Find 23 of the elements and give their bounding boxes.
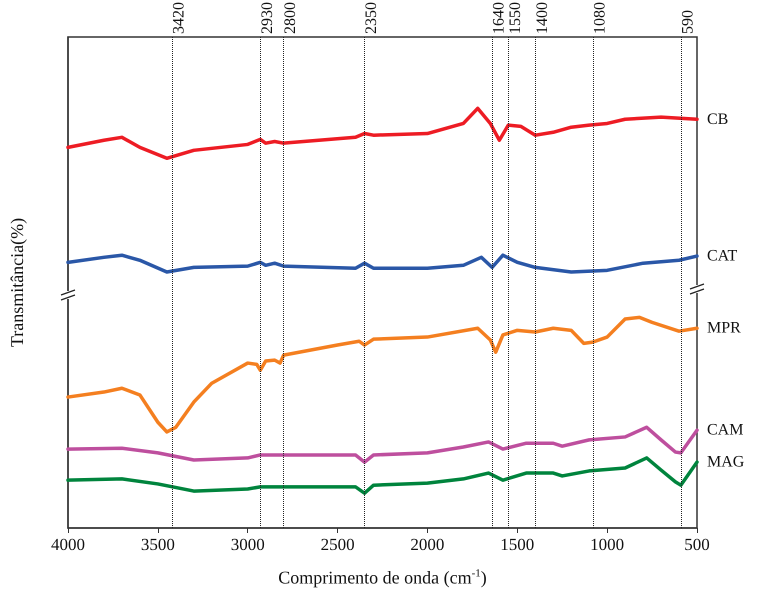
ref-line-label: 2800 <box>282 2 300 34</box>
ref-line-label: 1550 <box>506 2 524 34</box>
ref-line-label: 1400 <box>534 2 551 34</box>
series-label: MAG <box>707 454 745 471</box>
x-tick-label: 4000 <box>51 535 85 554</box>
x-tick-label: 2500 <box>320 535 355 554</box>
x-tick-label: 3500 <box>140 535 175 554</box>
series-label: CAM <box>707 422 744 439</box>
ref-line-label: 2930 <box>258 2 276 34</box>
x-tick-label: 1000 <box>590 535 624 554</box>
x-tick-label: 500 <box>684 535 710 554</box>
x-tick-label: 3000 <box>230 535 265 554</box>
x-tick-label: 1500 <box>500 535 534 554</box>
ref-line-label: 1640 <box>490 2 508 34</box>
ref-line-label: 1080 <box>591 2 608 34</box>
ref-line-label: 3420 <box>170 2 188 34</box>
ref-line-label: 590 <box>679 10 696 34</box>
series-label: CAT <box>707 248 738 265</box>
x-tick-label: 2000 <box>410 535 444 554</box>
ref-line-label: 2350 <box>363 2 380 34</box>
series-label: CB <box>707 110 728 128</box>
series-label: MPR <box>707 320 742 337</box>
y-axis-title: Transmitância(%) <box>7 218 27 348</box>
